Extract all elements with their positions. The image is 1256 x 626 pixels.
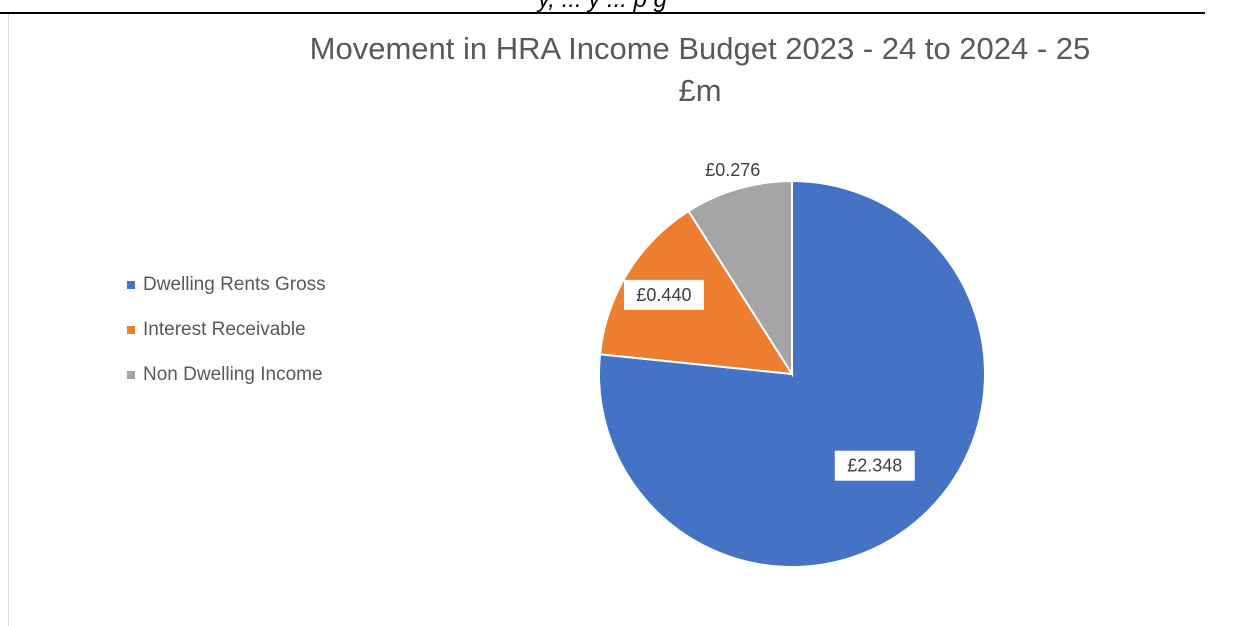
legend-label-non-dwelling-income: Non Dwelling Income (143, 364, 323, 385)
data-label-dwelling-rents: £2.348 (834, 450, 915, 481)
chart-title: Movement in HRA Income Budget 2023 - 24 … (309, 31, 1091, 66)
legend-swatch-dwelling-rents (127, 281, 135, 289)
legend-label-dwelling-rents: Dwelling Rents Gross (143, 274, 326, 295)
data-label-box-dwelling-rents (834, 450, 915, 481)
data-label-non-dwelling-income: £0.276 (705, 160, 760, 180)
chart-frame (8, 14, 1256, 626)
chart-subtitle: £m (678, 73, 722, 108)
data-label-interest-receivable: £0.440 (623, 279, 704, 310)
data-label-text-interest-receivable: £0.440 (636, 285, 691, 305)
data-label-box-interest-receivable (623, 279, 704, 310)
legend-label-interest-receivable: Interest Receivable (143, 319, 306, 340)
data-label-text-non-dwelling-income: £0.276 (705, 160, 760, 180)
legend-swatch-interest-receivable (127, 326, 135, 334)
legend-swatch-non-dwelling-income (127, 371, 135, 379)
page-header-text: y, ... y ... p g (0, 0, 1205, 12)
data-label-text-dwelling-rents: £2.348 (847, 456, 902, 476)
pie-slice-non-dwelling-income (687, 179, 793, 378)
page-header-strip: y, ... y ... p g (0, 0, 1205, 14)
